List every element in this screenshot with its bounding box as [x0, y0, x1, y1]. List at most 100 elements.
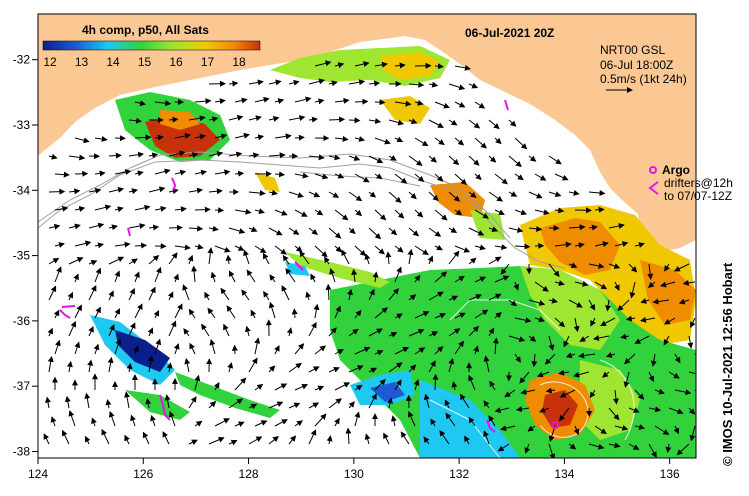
current-arrow — [108, 411, 116, 427]
current-arrow — [354, 136, 366, 142]
current-arrow — [168, 188, 179, 195]
current-arrow — [225, 254, 232, 265]
current-arrow — [214, 133, 228, 140]
current-arrow — [468, 155, 480, 166]
current-arrow — [286, 327, 293, 337]
current-arrow — [428, 119, 444, 128]
current-arrow — [214, 169, 231, 176]
current-arrow — [448, 295, 459, 302]
current-arrow — [313, 303, 320, 319]
map-title: 06-Jul-2021 20Z — [465, 26, 554, 40]
current-arrow — [494, 209, 505, 215]
current-arrow — [474, 276, 487, 283]
current-arrow — [354, 61, 370, 67]
current-arrow — [414, 173, 425, 183]
current-arrow — [54, 242, 65, 248]
y-tick-label: -38 — [13, 444, 31, 458]
current-arrow — [488, 293, 502, 301]
current-arrow — [508, 335, 526, 343]
current-arrow — [592, 335, 610, 341]
current-arrow — [145, 398, 152, 409]
current-arrow — [454, 340, 464, 355]
current-arrow — [634, 389, 645, 400]
current-arrow — [524, 443, 531, 454]
current-arrow — [173, 343, 180, 355]
current-arrow — [314, 60, 332, 67]
current-arrow — [108, 224, 118, 231]
y-tick-label: -33 — [13, 118, 31, 132]
current-arrow — [228, 270, 236, 283]
current-arrow — [288, 435, 297, 445]
current-arrow — [468, 82, 479, 89]
current-arrow — [334, 245, 342, 253]
current-arrow — [448, 191, 461, 202]
current-arrow — [374, 209, 387, 221]
current-arrow — [54, 266, 62, 283]
current-arrow — [308, 429, 317, 445]
y-tick-label: -32 — [13, 53, 31, 67]
current-arrow — [194, 420, 203, 427]
current-arrow — [248, 115, 262, 122]
current-arrow — [268, 116, 280, 122]
current-arrow — [388, 119, 405, 126]
current-arrow — [568, 190, 580, 196]
current-arrow — [154, 134, 164, 141]
current-arrow — [474, 309, 489, 319]
current-arrow — [678, 298, 690, 305]
current-arrow — [428, 291, 444, 301]
current-arrow — [434, 63, 444, 70]
current-arrow — [448, 155, 460, 166]
current-arrow — [494, 137, 502, 145]
current-arrow — [68, 410, 76, 427]
current-arrow — [548, 443, 556, 458]
current-arrow — [268, 436, 279, 445]
current-arrow — [250, 309, 257, 319]
current-arrow — [66, 360, 73, 373]
current-vectors — [43, 60, 696, 458]
current-arrow — [87, 359, 94, 373]
current-arrow — [133, 345, 139, 355]
x-tick-label: 126 — [133, 467, 153, 481]
current-arrow — [554, 207, 565, 214]
current-arrow — [383, 432, 390, 445]
current-arrow — [488, 327, 495, 337]
current-arrow — [114, 241, 131, 248]
current-arrow — [434, 101, 450, 109]
current-arrow — [214, 98, 226, 105]
current-arrow — [134, 271, 140, 283]
current-arrow — [269, 274, 276, 283]
current-arrow — [208, 151, 224, 157]
current-arrow — [508, 155, 522, 168]
current-arrow — [282, 254, 290, 265]
current-arrow — [374, 307, 388, 319]
current-arrow — [665, 443, 672, 453]
current-arrow — [573, 425, 580, 436]
x-tick-label: 132 — [449, 467, 469, 481]
current-arrow — [634, 242, 645, 248]
current-arrow — [88, 222, 105, 229]
current-arrow — [468, 416, 476, 427]
current-arrow — [305, 291, 312, 301]
current-arrow — [628, 263, 638, 273]
colorbar-ramp — [42, 40, 261, 51]
current-arrow — [154, 338, 162, 355]
current-arrow — [388, 362, 403, 373]
current-arrow — [254, 134, 265, 141]
current-arrow — [548, 191, 562, 198]
current-arrow — [128, 258, 138, 265]
current-arrow — [664, 263, 670, 272]
current-arrow — [168, 252, 178, 265]
current-arrow — [351, 268, 358, 283]
current-arrow — [520, 389, 536, 395]
current-arrow — [468, 374, 476, 391]
current-arrow — [634, 335, 650, 344]
current-arrow — [189, 342, 196, 355]
x-tick-label: 134 — [554, 467, 574, 481]
current-arrow — [234, 170, 245, 177]
current-arrow — [210, 271, 217, 283]
current-arrow — [539, 407, 550, 413]
current-arrow — [494, 275, 510, 283]
current-arrow — [444, 399, 451, 409]
current-arrow — [248, 79, 264, 86]
current-arrow — [494, 311, 502, 319]
